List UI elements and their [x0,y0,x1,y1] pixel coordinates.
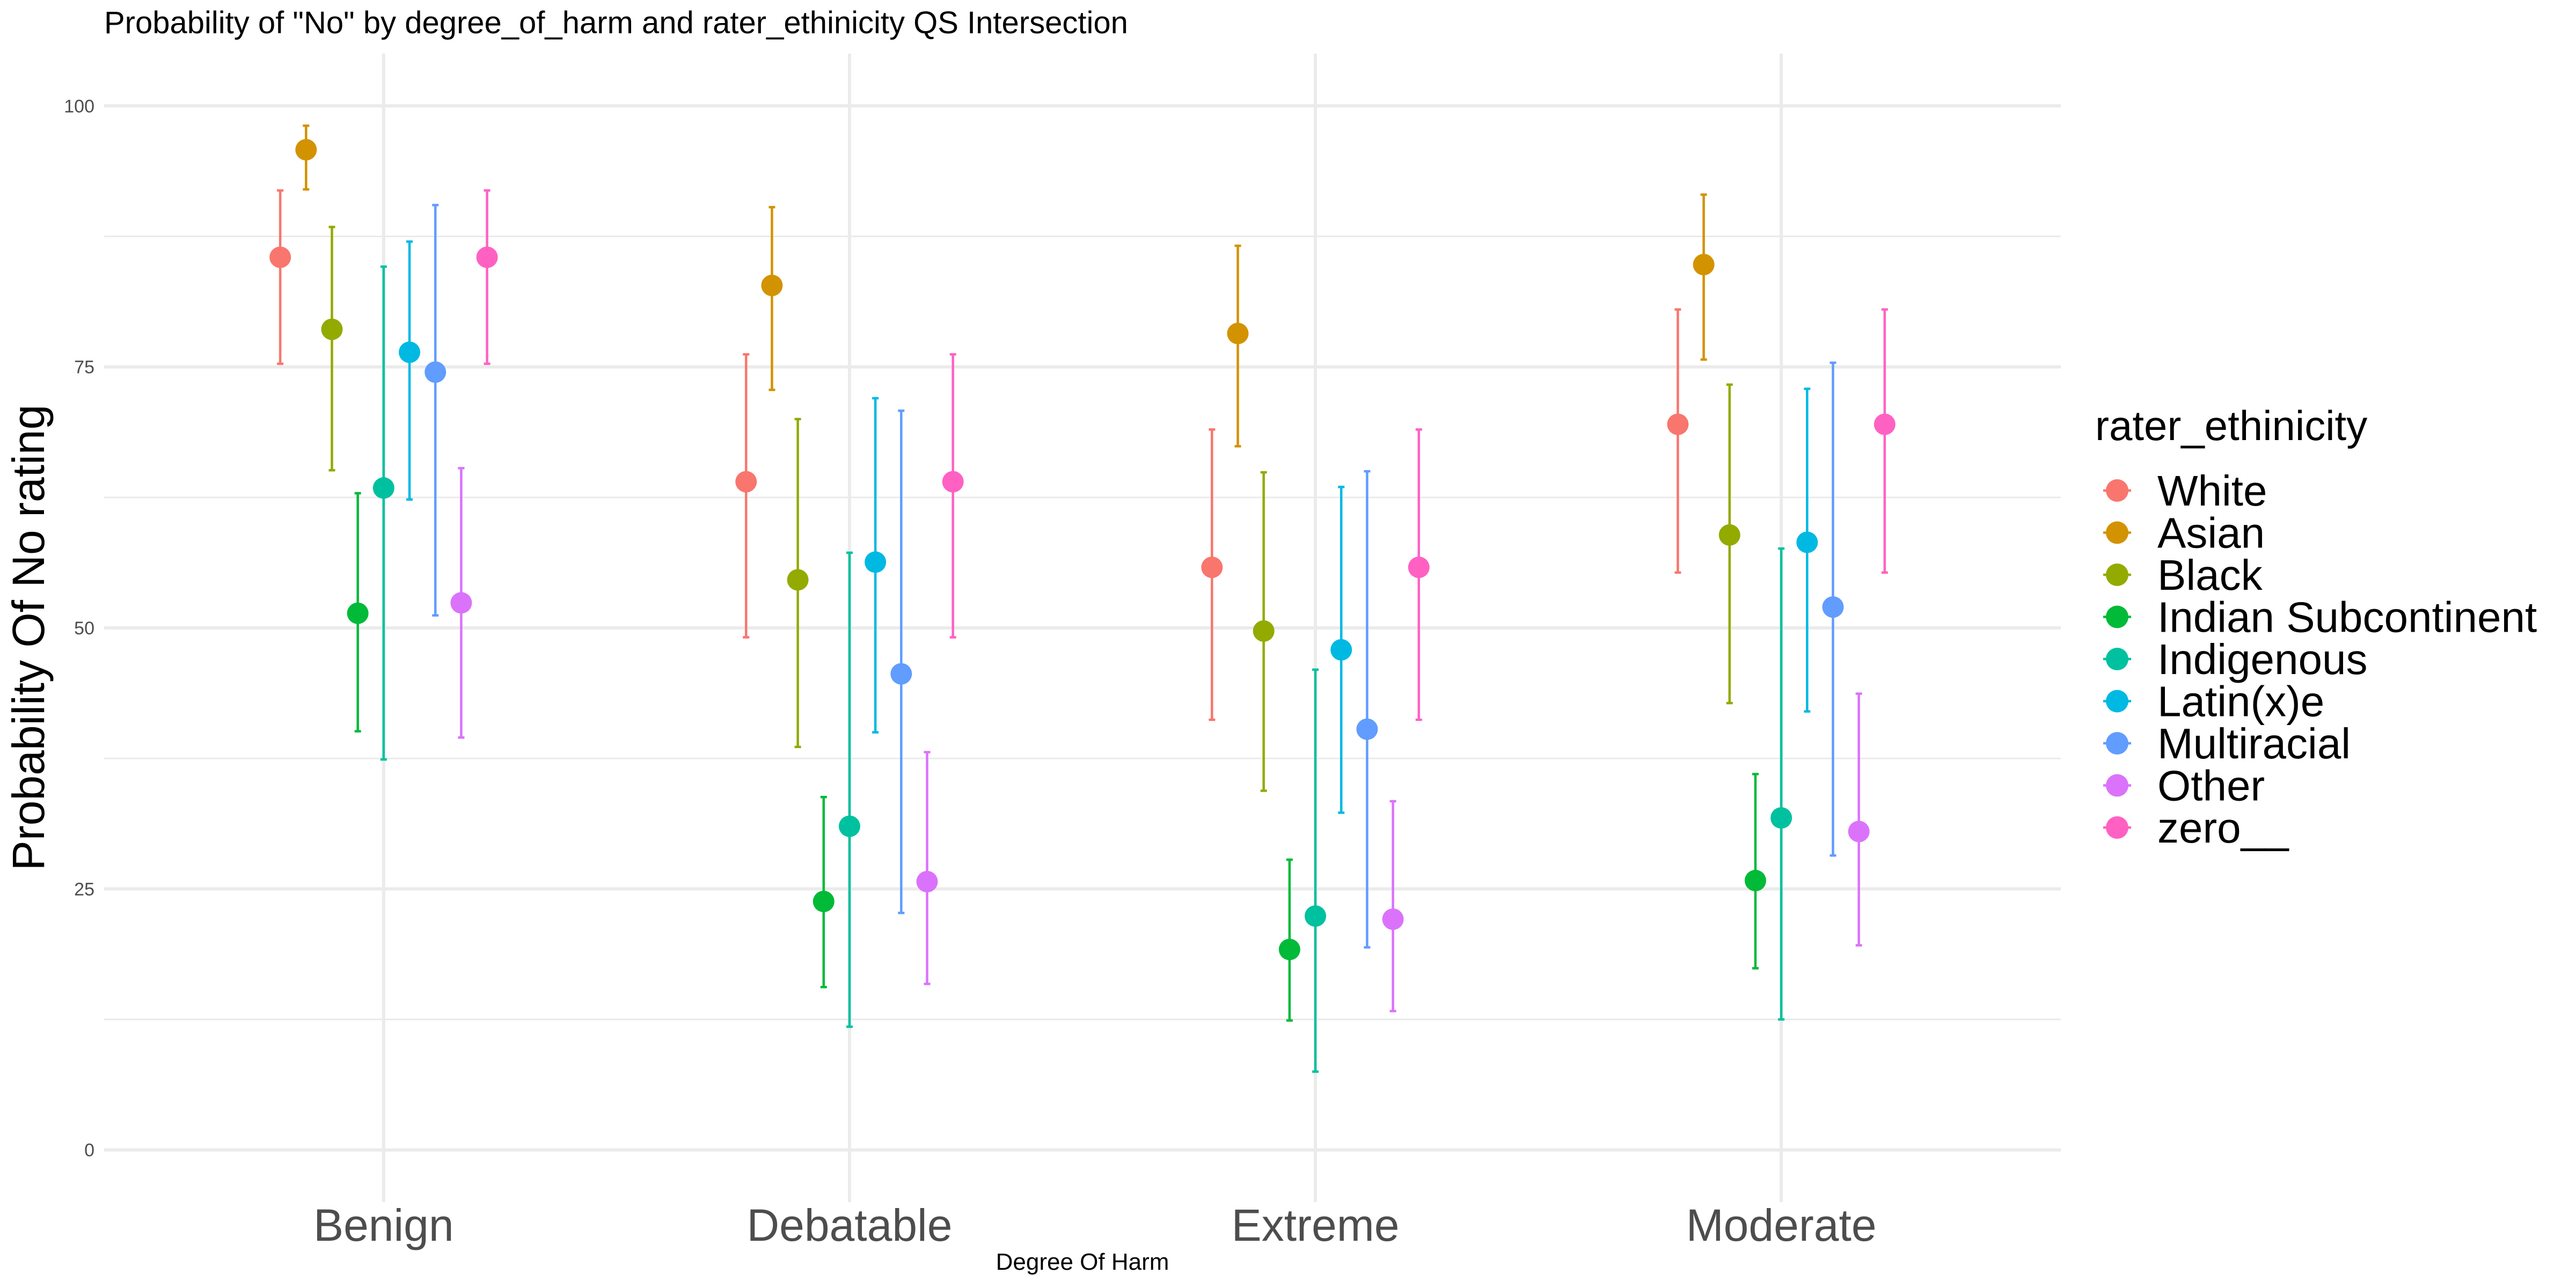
series-zero- [476,189,1896,721]
data-point [838,815,860,837]
data-point [269,246,291,268]
legend-label: Indigenous [2157,635,2367,683]
data-point [347,602,369,624]
data-point [1227,323,1249,345]
data-point [916,870,938,892]
series-indigenous [372,265,1792,1073]
data-point [399,341,421,363]
legend-key-point [2106,816,2128,839]
data-point [450,592,472,614]
series-white [269,189,1689,721]
legend-key-point [2106,690,2128,713]
y-tick-label: 0 [84,1140,94,1161]
y-tick-label: 75 [74,357,94,378]
legend-item: Black [2103,551,2263,599]
legend-key-point [2106,732,2128,755]
series-multiracial [425,203,1844,949]
data-point [1330,639,1352,661]
legend-label: Black [2157,551,2263,599]
data-point [1278,939,1300,961]
legend-key-point [2106,605,2128,628]
data-point [1305,905,1327,927]
data-point [372,477,394,499]
data-point [1667,413,1689,435]
data-point [1822,596,1844,618]
legend-label: Other [2157,762,2265,810]
legend-key-point [2106,564,2128,586]
data-point [1744,869,1766,891]
legend-label: White [2157,467,2267,515]
legend-item: White [2103,467,2267,515]
legend-label: zero__ [2157,804,2289,852]
data-point [321,318,343,340]
y-tick-label: 50 [74,618,94,639]
data-point [761,274,783,296]
x-tick-label: Moderate [1686,1200,1877,1250]
legend-key-point [2106,774,2128,797]
data-point [890,663,912,685]
data-point [1382,908,1404,930]
data-point [735,471,757,493]
legend-item: Asian [2103,509,2265,557]
data-point [1356,718,1378,740]
chart-title: Probability of "No" by degree_of_harm an… [104,5,1128,40]
series-other [450,467,1870,1013]
data-point [476,246,498,268]
series-asian [295,124,1715,448]
x-tick-label: Extreme [1232,1200,1400,1250]
legend-item: Multiracial [2103,720,2351,767]
x-tick-label: Debatable [747,1200,952,1250]
legend-item: Latin(x)e [2103,678,2324,726]
legend-item: zero__ [2103,804,2289,852]
x-axis-ticks: Benign Debatable Extreme Moderate [313,1200,1877,1250]
legend-key-point [2106,479,2128,502]
grid [104,54,2061,1202]
y-tick-label: 100 [64,96,94,116]
plot-marks [269,124,1896,1073]
data-point [1848,821,1870,843]
y-tick-label: 25 [74,879,94,899]
legend-label: Indian Subcontinent [2157,594,2537,641]
series-latin-x-e [399,240,1818,814]
data-point [942,471,964,493]
data-point [1201,557,1223,579]
legend-title: rater_ethinicity [2095,402,2367,449]
data-point [295,138,317,160]
legend-label: Multiracial [2157,720,2351,767]
y-axis-label: Probability Of No rating [3,405,54,870]
data-point [1253,620,1275,642]
data-point [1796,531,1818,553]
data-point [865,551,887,573]
series-black [321,225,1740,792]
data-point [1693,253,1715,275]
data-point [1874,413,1896,435]
data-point [1718,524,1740,546]
legend-item: Indigenous [2103,635,2367,683]
legend-key-point [2106,648,2128,670]
legend-label: Latin(x)e [2157,678,2324,726]
legend-item: Indian Subcontinent [2103,594,2537,641]
legend-item: Other [2103,762,2265,810]
data-point [1770,807,1792,829]
data-point [787,569,809,591]
data-point [813,890,835,912]
data-point [425,361,447,383]
legend-label: Asian [2157,509,2265,557]
x-axis-label: Degree Of Harm [996,1249,1169,1275]
x-tick-label: Benign [313,1200,454,1250]
series-indian-subcontinent [347,492,1766,1022]
legend-key-point [2106,521,2128,544]
y-axis-ticks: 0 25 50 75 100 [64,96,94,1160]
data-point [1408,557,1430,579]
